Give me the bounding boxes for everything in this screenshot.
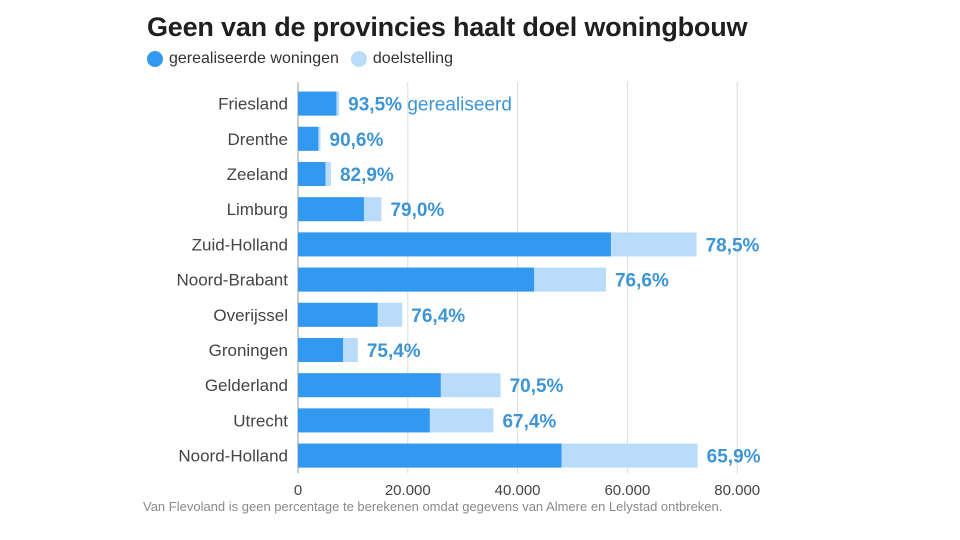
percent-label: 75,4% [367, 341, 421, 362]
legend-label-target: doelstelling [372, 50, 453, 67]
legend-swatch-realized [147, 51, 163, 67]
footnote: Van Flevoland is geen percentage te bere… [143, 499, 723, 514]
category-label: Drenthe [228, 130, 288, 149]
percent-label: 93,5% gerealiseerd [348, 95, 512, 116]
percent-label: 70,5% [510, 376, 564, 397]
legend-item-realized: gerealiseerde woningen [147, 50, 339, 68]
x-tick-label: 40.000 [495, 482, 541, 499]
x-tick-label: 20.000 [385, 482, 431, 499]
percent-label: 79,0% [390, 200, 444, 221]
realized-bar [298, 267, 535, 292]
realized-bar [298, 91, 337, 116]
realized-bar [298, 408, 430, 433]
category-label: Utrecht [233, 411, 288, 430]
realized-bar [298, 162, 326, 186]
legend: gerealiseerde woningen doelstelling [147, 50, 465, 68]
category-label: Zeeland [227, 165, 288, 184]
category-label: Groningen [209, 341, 288, 360]
percent-label: 67,4% [502, 411, 556, 432]
realized-bar [298, 373, 441, 398]
category-label: Noord-Brabant [176, 271, 288, 290]
category-label: Friesland [218, 95, 288, 114]
category-label: Gelderland [205, 376, 288, 395]
realized-bar [298, 302, 378, 327]
x-tick-label: 0 [294, 482, 302, 499]
category-label: Overijssel [213, 306, 288, 325]
realized-bar [298, 197, 364, 222]
legend-swatch-target [350, 51, 367, 67]
percent-label: 78,5% [706, 235, 760, 256]
percent-label: 76,6% [615, 271, 669, 292]
legend-label-realized: gerealiseerde woningen [169, 50, 339, 67]
percent-label: 76,4% [411, 306, 465, 327]
realized-bar [298, 126, 319, 151]
chart-title: Geen van de provincies haalt doel woning… [147, 12, 748, 42]
category-label: Zuid-Holland [192, 235, 288, 254]
percent-label: 90,6% [330, 130, 384, 151]
realized-bar [298, 338, 344, 362]
realized-bar [298, 232, 611, 257]
legend-item-target: doelstelling [350, 50, 453, 68]
percent-label: 65,9% [707, 447, 761, 468]
category-label: Noord-Holland [178, 447, 288, 466]
category-label: Limburg [227, 200, 288, 219]
percent-label: 82,9% [340, 165, 394, 186]
realized-bar [298, 443, 562, 468]
x-tick-label: 80.000 [714, 482, 760, 499]
x-tick-label: 60.000 [604, 482, 650, 499]
